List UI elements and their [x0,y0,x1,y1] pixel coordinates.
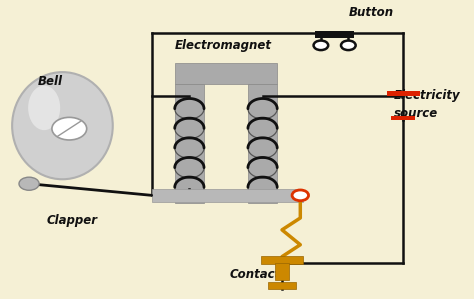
Bar [268,282,296,289]
Circle shape [52,118,87,140]
Circle shape [314,41,328,50]
Text: Contact: Contact [229,268,281,281]
Bar [275,263,289,280]
Bar [248,84,277,203]
Bar [152,189,302,202]
Bar [174,84,204,203]
Text: Bell: Bell [37,74,62,88]
Circle shape [292,190,309,201]
Text: source: source [394,107,438,120]
Bar [392,116,415,120]
Ellipse shape [12,72,113,179]
Text: Electromagnet: Electromagnet [174,39,272,52]
Circle shape [19,177,39,190]
Bar [315,31,354,38]
Bar [262,256,302,264]
Bar [387,91,419,96]
Bar [174,63,277,84]
Text: Clapper: Clapper [46,214,98,228]
Text: Electricity: Electricity [394,89,461,103]
Circle shape [341,41,356,50]
Text: Button: Button [348,6,393,19]
Ellipse shape [28,86,60,130]
